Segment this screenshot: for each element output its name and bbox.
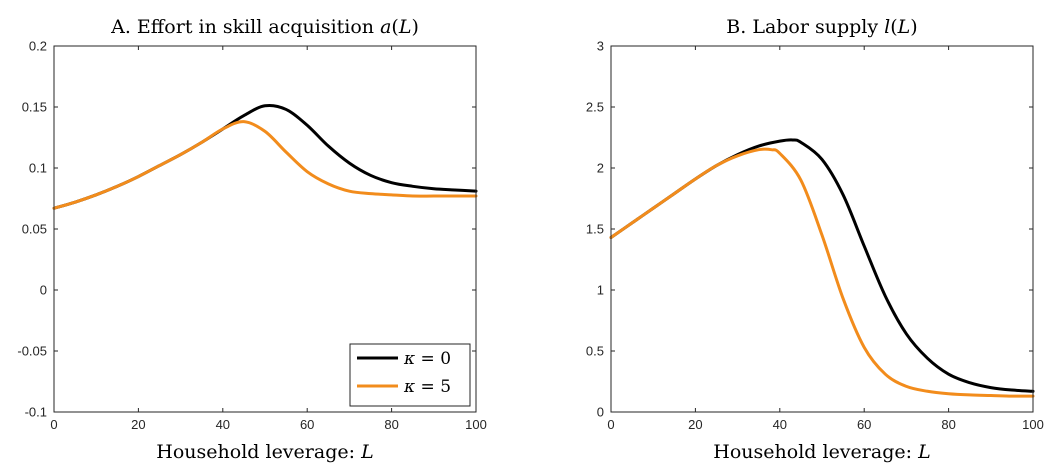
panel-a-axes-box [53, 45, 477, 413]
panel-a-xtick-label: 20 [131, 417, 145, 432]
panel-a-title-var: L [398, 16, 412, 38]
panel-b-title-close: ) [910, 16, 917, 38]
panel-a-title-close: ) [411, 16, 418, 38]
panel-a-title: A. Effort in skill acquisition a(L) [110, 16, 419, 38]
panel-b-title-var: L [897, 16, 911, 38]
panel-a-ticks: 0 20 40 60 80 100 -0.1 -0.05 0 0.05 0.1 0.15 0.2 [17, 39, 486, 433]
panel-b-xtick-label: 80 [941, 417, 955, 432]
panel-a-xtick-label: 60 [300, 417, 314, 432]
panel-b-ticks: 0 20 40 60 80 100 0 0.5 1 1.5 2 2.5 3 [586, 39, 1044, 433]
panel-a-lines [52, 103, 478, 210]
panel-a-xtick-label: 80 [384, 417, 398, 432]
panel-b-ytick-label: 0.5 [586, 344, 604, 359]
panel-a-ytick-label: -0.05 [17, 344, 47, 359]
panel-a-series-line-kappa-5 [52, 120, 478, 210]
panel-a: A. Effort in skill acquisition a(L) 0 20 4… [17, 16, 486, 463]
legend-label-kappa-0: κ = 0 [403, 349, 451, 369]
legend-box [349, 343, 471, 407]
panel-a-series-line-kappa-0 [52, 103, 478, 210]
panel-b-lines [609, 138, 1035, 398]
panel-a-title-text: A. Effort in skill acquisition [110, 16, 380, 38]
panel-b-title-paren: ( [890, 16, 897, 38]
panel-b-xlabel: Household leverage: L [713, 441, 930, 463]
panel-a-ytick-label: -0.1 [25, 405, 47, 420]
panel-a-ytick-label: 0.15 [22, 100, 47, 115]
panel-b-xtick-label: 100 [1022, 417, 1044, 432]
panel-a-xlabel: Household leverage: L [156, 441, 373, 463]
panel-a-ytick-label: 0.1 [29, 161, 47, 176]
panel-b-xlabel-var: L [917, 441, 931, 463]
panel-b-xtick-label: 20 [688, 417, 702, 432]
panel-a-xtick-label: 40 [216, 417, 230, 432]
panel-b-title: B. Labor supply l(L) [726, 16, 917, 38]
panel-a-title-symbol: a [380, 16, 391, 38]
panel-b-xtick-label: 0 [607, 417, 614, 432]
panel-a-xlabel-text: Household leverage: [156, 441, 361, 463]
panel-a-ytick-label: 0 [40, 283, 47, 298]
panel-b-series-line-kappa-5 [609, 147, 1035, 398]
panel-b-xtick-label: 60 [857, 417, 871, 432]
panel-b-ytick-label: 3 [597, 39, 604, 54]
panel-b-xtick-label: 40 [773, 417, 787, 432]
legend-label-kappa-5: κ = 5 [403, 377, 451, 397]
panel-b-ytick-label: 1 [597, 283, 604, 298]
legend: κ = 0 κ = 5 [349, 343, 471, 407]
panel-a-ytick-label: 0.2 [29, 39, 47, 54]
panel-a-ytick-label: 0.05 [22, 222, 47, 237]
panel-b-xlabel-text: Household leverage: [713, 441, 918, 463]
panel-b: B. Labor supply l(L) 0 20 40 60 80 10000.511.… [586, 16, 1044, 463]
panel-b-title-text: B. Labor supply [726, 16, 884, 38]
panel-b-series-line-kappa-0 [609, 138, 1035, 393]
panel-b-ytick-label: 2 [597, 161, 604, 176]
panel-b-axes-box [610, 45, 1034, 413]
panel-b-ytick-label: 0 [597, 405, 604, 420]
panel-a-title-paren: ( [391, 16, 398, 38]
panel-b-title-symbol: l [884, 16, 890, 38]
panel-a-xtick-label: 0 [50, 417, 57, 432]
panel-a-xlabel-var: L [360, 441, 374, 463]
panel-b-ytick-label: 1.5 [586, 222, 604, 237]
panel-a-xtick-label: 100 [465, 417, 487, 432]
panel-b-ytick-label: 2.5 [586, 100, 604, 115]
